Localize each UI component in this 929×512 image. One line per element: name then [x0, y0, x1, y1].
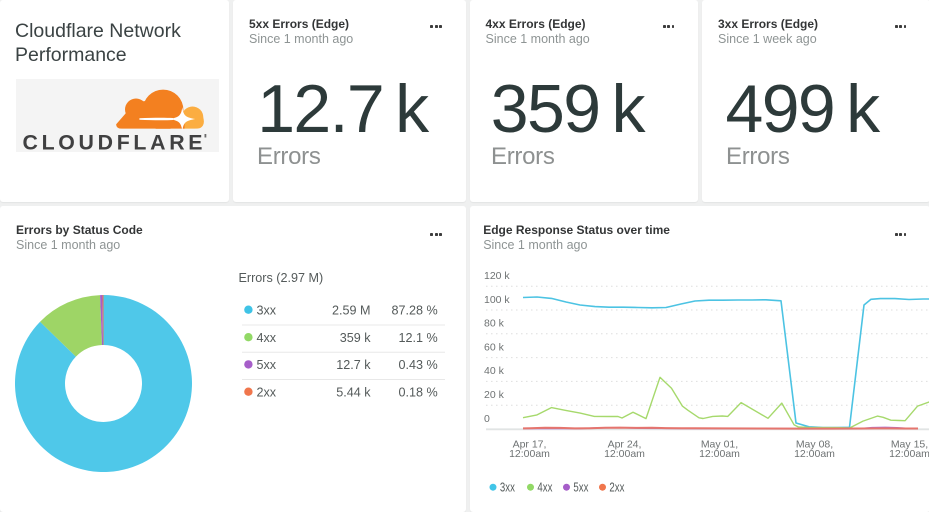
svg-text:CLOUDFLARE: CLOUDFLARE [23, 131, 207, 153]
